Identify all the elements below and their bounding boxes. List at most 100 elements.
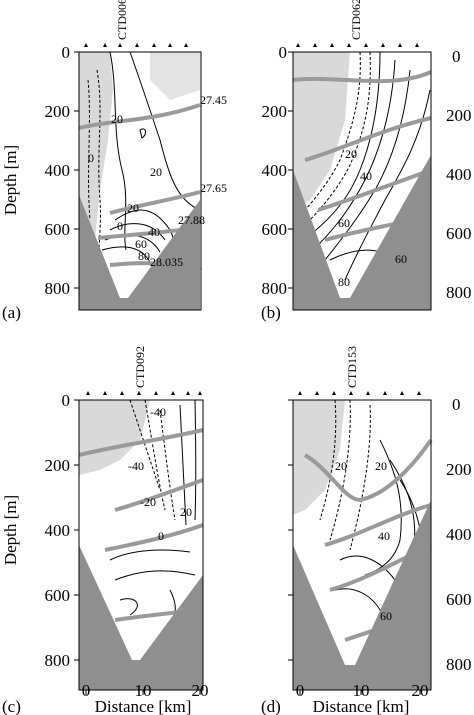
station-triangle xyxy=(118,43,122,47)
station-triangle xyxy=(315,391,319,395)
y-tick-label: 400 xyxy=(262,161,288,180)
bathymetry xyxy=(293,155,431,310)
contour-label: 40 xyxy=(148,225,160,239)
contour-label: 0 xyxy=(117,219,123,233)
shaded-region xyxy=(150,52,200,100)
y-axis-label: Depth [m] xyxy=(1,145,20,215)
station-label: CTD153 xyxy=(345,346,359,388)
x-axis-ticks xyxy=(299,690,421,695)
station-triangle xyxy=(152,43,156,47)
y-tick-label-right: 200 xyxy=(446,460,472,479)
bathymetry xyxy=(79,545,203,690)
y-tick-label: 0 xyxy=(62,43,71,62)
y-tick-label: 200 xyxy=(262,102,288,121)
station-label: CTD062 xyxy=(349,0,363,40)
contour-label: 20 xyxy=(180,505,192,519)
station-triangle xyxy=(398,43,402,47)
y-tick-label: 800 xyxy=(262,279,288,298)
x-tick-label: 10 xyxy=(353,681,370,700)
panel-c: CTD092 -40 -40 -20 20 0 0 200 400 600 80… xyxy=(1,346,209,715)
x-axis-label: Distance [km] xyxy=(95,697,192,715)
station-triangle xyxy=(198,391,202,395)
station-markers xyxy=(298,391,421,395)
panel-label: (a) xyxy=(2,303,21,322)
x-axis-label: Distance [km] xyxy=(313,697,410,715)
y-tick-label: 200 xyxy=(45,456,71,475)
station-triangle xyxy=(120,391,124,395)
station-markers xyxy=(84,43,188,47)
contour-label: -20 xyxy=(140,495,156,509)
station-triangle xyxy=(184,43,188,47)
y-tick-label: 200 xyxy=(45,102,71,121)
station-triangle xyxy=(381,43,385,47)
contour-label: 40 xyxy=(360,169,372,183)
x-tick-label: 20 xyxy=(412,681,429,700)
station-triangle xyxy=(349,391,353,395)
station-triangle xyxy=(135,43,139,47)
contour-label: 20 xyxy=(127,201,139,215)
contour-label: 60 xyxy=(135,237,147,251)
contour-label: 60 xyxy=(380,609,392,623)
y-tick-label-right: 400 xyxy=(446,525,472,544)
contour-label: 20 xyxy=(345,147,357,161)
contour-label: 20 xyxy=(335,459,347,473)
y-tick-label-right: 600 xyxy=(446,224,472,243)
contour-label: 60 xyxy=(395,252,407,266)
contour-label: 80 xyxy=(138,249,150,263)
y-tick-label: 600 xyxy=(262,220,288,239)
isopycnal-label: 27.65 xyxy=(200,181,227,195)
y-axis-ticks xyxy=(288,51,293,289)
contour-label: 80 xyxy=(338,275,350,289)
y-tick-label: 0 xyxy=(279,43,288,62)
y-tick-label-right: 800 xyxy=(446,283,472,302)
station-triangle xyxy=(347,43,351,47)
y-tick-label-right: 200 xyxy=(446,106,472,125)
station-triangle xyxy=(366,391,370,395)
station-triangle xyxy=(313,43,317,47)
y-tick-label: 800 xyxy=(45,279,71,298)
station-triangle xyxy=(86,391,90,395)
x-tick-label: 0 xyxy=(82,681,91,700)
station-triangle xyxy=(103,391,107,395)
contour-label: -40 xyxy=(150,405,166,419)
contour-label: 0 xyxy=(158,529,164,543)
station-label: CTD006 xyxy=(115,0,129,40)
shaded-region xyxy=(79,400,150,475)
y-tick-label: 800 xyxy=(45,651,71,670)
y-tick-label-right: 800 xyxy=(446,655,472,674)
panel-a: CTD006 0 20 20 0 20 40 60 80 27.45 27.65… xyxy=(1,0,227,322)
contour-label: 20 xyxy=(375,459,387,473)
station-triangle xyxy=(84,43,88,47)
station-triangle xyxy=(171,391,175,395)
contour-label: -40 xyxy=(128,459,144,473)
isopycnal-label: 28.035 xyxy=(150,255,183,269)
x-axis-ticks xyxy=(85,690,201,695)
contour-label: 20 xyxy=(111,112,123,126)
station-triangle xyxy=(186,391,190,395)
y-tick-label-right: 0 xyxy=(452,395,461,414)
panel-b: CTD062 20 40 60 60 80 0 200 400 600 800 … xyxy=(261,0,472,322)
station-triangle xyxy=(298,391,302,395)
station-markers xyxy=(86,391,202,395)
station-triangle xyxy=(154,391,158,395)
panel-d: CTD153 20 20 40 60 0 10 20 Distance [km]… xyxy=(261,346,472,715)
station-triangle xyxy=(103,43,107,47)
station-triangle xyxy=(415,43,419,47)
y-tick-label-right: 400 xyxy=(446,165,472,184)
isopycnal-label: 27.45 xyxy=(200,93,227,107)
y-axis-ticks xyxy=(74,51,79,289)
x-tick-label: 10 xyxy=(135,681,152,700)
shaded-region xyxy=(293,400,345,515)
contour-label: 40 xyxy=(378,529,390,543)
y-tick-label: 400 xyxy=(45,521,71,540)
station-triangle xyxy=(332,391,336,395)
station-triangle xyxy=(137,391,141,395)
station-label: CTD092 xyxy=(133,346,147,388)
station-markers xyxy=(296,43,419,47)
contour-label: 20 xyxy=(150,165,162,179)
contour-label: 60 xyxy=(338,216,350,230)
y-tick-label: 0 xyxy=(62,391,71,410)
y-axis-label: Depth [m] xyxy=(1,495,20,565)
shaded-region xyxy=(293,52,350,210)
